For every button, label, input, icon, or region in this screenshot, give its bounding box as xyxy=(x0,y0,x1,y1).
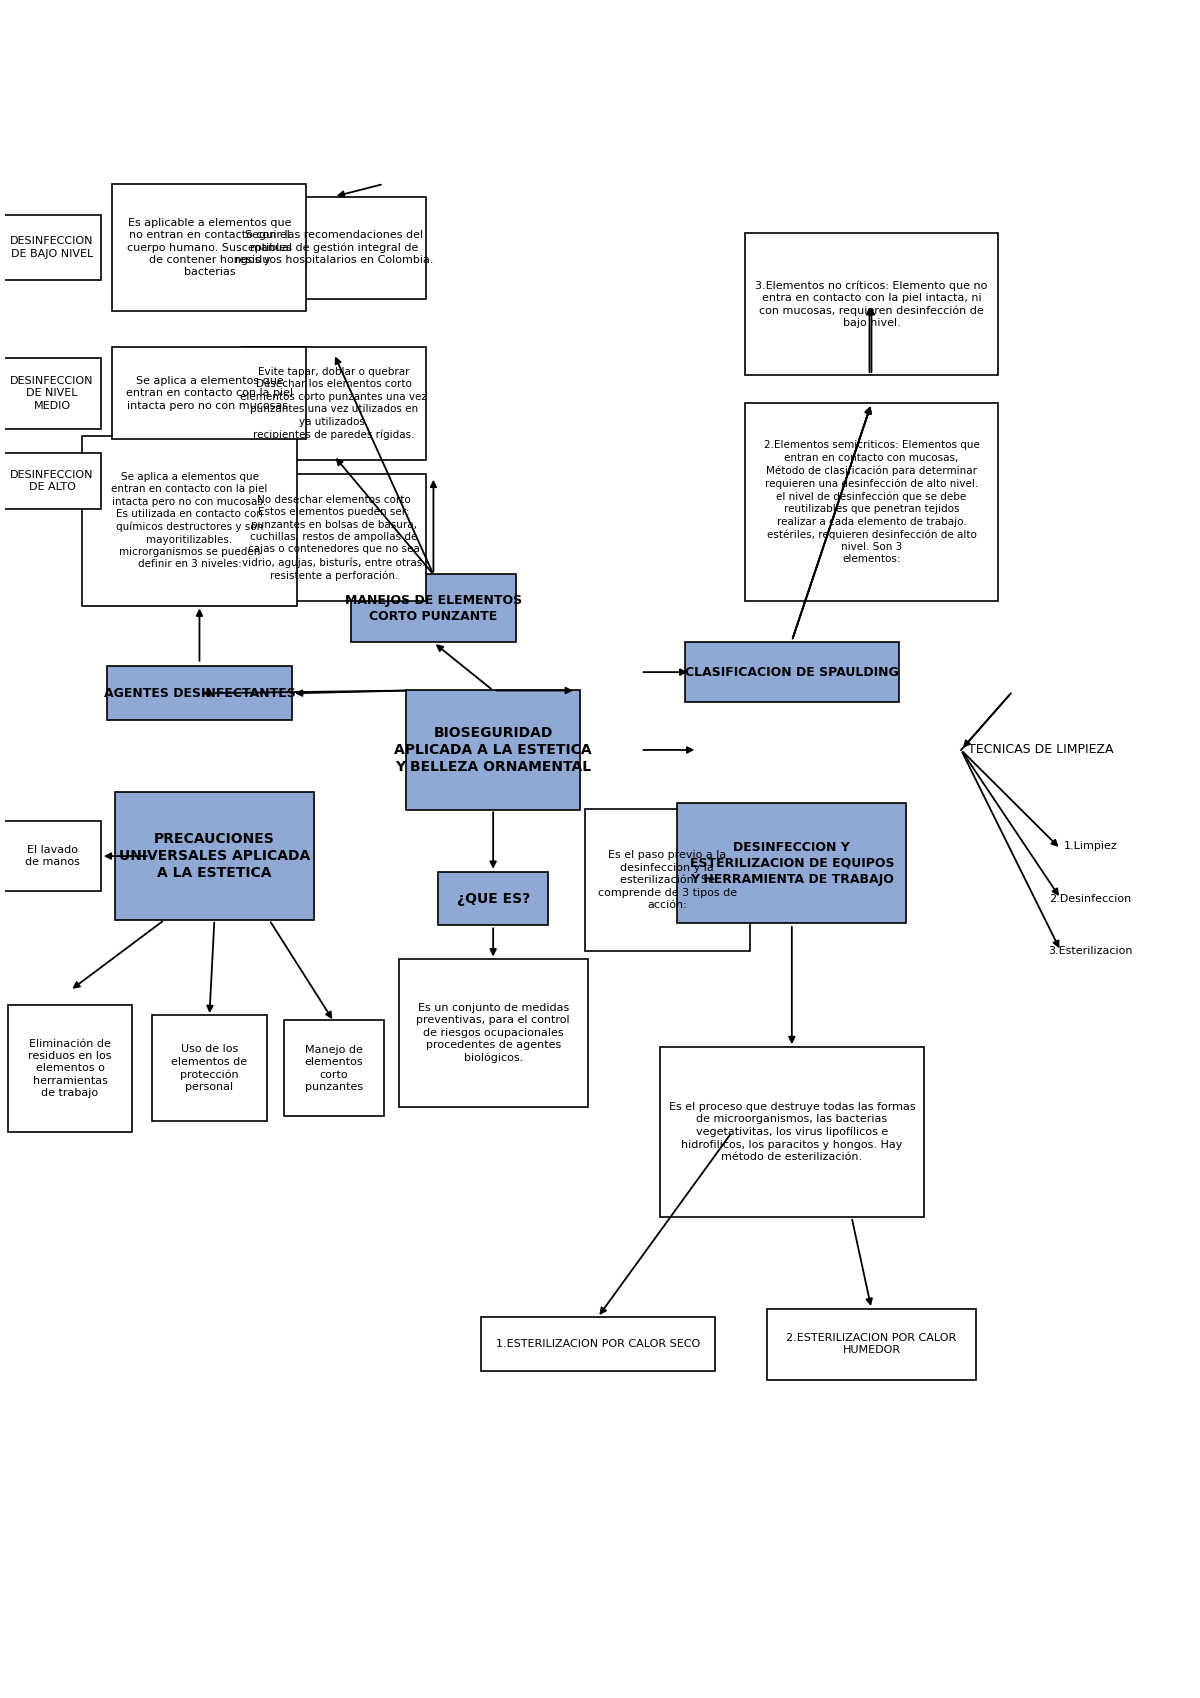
FancyBboxPatch shape xyxy=(352,574,516,642)
FancyBboxPatch shape xyxy=(4,358,101,430)
FancyBboxPatch shape xyxy=(152,1015,266,1121)
Text: Se aplica a elementos que
entran en contacto con la piel
intacta pero no con muc: Se aplica a elementos que entran en cont… xyxy=(112,472,268,569)
FancyBboxPatch shape xyxy=(284,1020,384,1117)
Text: Manejo de
elementos
corto
punzantes: Manejo de elementos corto punzantes xyxy=(305,1044,364,1092)
Text: 3.Esterilizacion: 3.Esterilizacion xyxy=(1049,946,1133,956)
FancyBboxPatch shape xyxy=(115,793,314,920)
Text: DESINFECCION Y
ESTERILIZACION DE EQUIPOS
Y HERRAMIENTA DE TRABAJO: DESINFECCION Y ESTERILIZACION DE EQUIPOS… xyxy=(690,841,894,886)
FancyBboxPatch shape xyxy=(677,803,906,924)
FancyBboxPatch shape xyxy=(4,820,101,891)
FancyBboxPatch shape xyxy=(107,667,292,720)
FancyBboxPatch shape xyxy=(406,689,581,810)
Text: DESINFECCION
DE ALTO: DESINFECCION DE ALTO xyxy=(11,470,94,492)
Text: DESINFECCION
DE BAJO NIVEL: DESINFECCION DE BAJO NIVEL xyxy=(11,236,94,258)
Text: 2.Elementos semicriticos: Elementos que
entran en contacto con mucosas,
Método d: 2.Elementos semicriticos: Elementos que … xyxy=(763,440,979,564)
Text: Es un conjunto de medidas
preventivas, para el control
de riesgos ocupacionales
: Es un conjunto de medidas preventivas, p… xyxy=(416,1004,570,1063)
FancyBboxPatch shape xyxy=(1045,829,1135,864)
Text: AGENTES DESINFECTANTES: AGENTES DESINFECTANTES xyxy=(103,688,295,700)
Text: DESINFECCION
DE NIVEL
MEDIO: DESINFECCION DE NIVEL MEDIO xyxy=(11,375,94,411)
Text: BIOSEGURIDAD
APLICADA A LA ESTETICA
Y BELLEZA ORNAMENTAL: BIOSEGURIDAD APLICADA A LA ESTETICA Y BE… xyxy=(395,725,592,774)
FancyBboxPatch shape xyxy=(113,183,306,311)
FancyBboxPatch shape xyxy=(660,1048,924,1217)
FancyBboxPatch shape xyxy=(685,642,899,701)
FancyBboxPatch shape xyxy=(438,871,548,925)
FancyBboxPatch shape xyxy=(767,1309,976,1379)
Text: Es el proceso que destruye todas las formas
de microorganismos, las bacterias
ve: Es el proceso que destruye todas las for… xyxy=(668,1102,916,1161)
Text: Seguir las recomendaciones del
manual de gestión integral de
residuos hospitalar: Seguir las recomendaciones del manual de… xyxy=(235,229,433,265)
Text: MANEJOS DE ELEMENTOS
CORTO PUNZANTE: MANEJOS DE ELEMENTOS CORTO PUNZANTE xyxy=(344,594,522,623)
FancyBboxPatch shape xyxy=(481,1318,715,1372)
Text: 3.Elementos no críticos: Elemento que no
entra en contacto con la piel intacta, : 3.Elementos no críticos: Elemento que no… xyxy=(755,280,988,328)
Text: Uso de los
elementos de
protección
personal: Uso de los elementos de protección perso… xyxy=(172,1044,247,1092)
Text: ¿QUE ES?: ¿QUE ES? xyxy=(456,891,529,905)
Text: 1.Limpiez: 1.Limpiez xyxy=(1063,841,1117,851)
Text: 2.Desinfeccion: 2.Desinfeccion xyxy=(1049,893,1132,903)
FancyBboxPatch shape xyxy=(744,234,998,375)
FancyBboxPatch shape xyxy=(1031,932,1151,970)
FancyBboxPatch shape xyxy=(241,474,426,601)
FancyBboxPatch shape xyxy=(113,348,306,440)
FancyBboxPatch shape xyxy=(241,197,426,299)
FancyBboxPatch shape xyxy=(1036,880,1145,917)
FancyBboxPatch shape xyxy=(4,216,101,280)
FancyBboxPatch shape xyxy=(586,810,750,951)
FancyBboxPatch shape xyxy=(8,1005,132,1133)
Text: Es aplicable a elementos que
no entran en contacto con el
cuerpo humano. Suscept: Es aplicable a elementos que no entran e… xyxy=(127,217,292,277)
Text: 2.ESTERILIZACION POR CALOR
HUMEDOR: 2.ESTERILIZACION POR CALOR HUMEDOR xyxy=(786,1333,956,1355)
FancyBboxPatch shape xyxy=(4,453,101,509)
FancyBboxPatch shape xyxy=(744,404,998,601)
Text: Evite tapar, doblar o quebrar
Desechar los elementos corto
elementos corto punza: Evite tapar, doblar o quebrar Desechar l… xyxy=(240,367,427,440)
Text: Eliminación de
residuos en los
elementos o
herramientas
de trabajo: Eliminación de residuos en los elementos… xyxy=(29,1039,112,1099)
Text: CLASIFICACION DE SPAULDING: CLASIFICACION DE SPAULDING xyxy=(685,666,899,679)
FancyBboxPatch shape xyxy=(398,959,588,1107)
FancyBboxPatch shape xyxy=(83,436,296,606)
Text: PRECAUCIONES
UNIVERSALES APLICADA
A LA ESTETICA: PRECAUCIONES UNIVERSALES APLICADA A LA E… xyxy=(119,832,310,880)
FancyBboxPatch shape xyxy=(959,727,1123,773)
Text: 1.ESTERILIZACION POR CALOR SECO: 1.ESTERILIZACION POR CALOR SECO xyxy=(496,1340,700,1350)
Text: Es el paso previo a la
desinfeccion y la
esterilización. Se
comprende de 3 tipos: Es el paso previo a la desinfeccion y la… xyxy=(598,851,737,910)
Text: Se aplica a elementos que
entran en contacto con la piel
intacta pero no con muc: Se aplica a elementos que entran en cont… xyxy=(126,375,293,411)
Text: TECNICAS DE LIMPIEZA: TECNICAS DE LIMPIEZA xyxy=(968,744,1114,756)
FancyBboxPatch shape xyxy=(241,346,426,460)
Text: El lavado
de manos: El lavado de manos xyxy=(25,846,79,868)
Text: No desechar elementos corto
Estos elementos pueden ser:
punzantes en bolsas de b: No desechar elementos corto Estos elemen… xyxy=(242,494,426,581)
